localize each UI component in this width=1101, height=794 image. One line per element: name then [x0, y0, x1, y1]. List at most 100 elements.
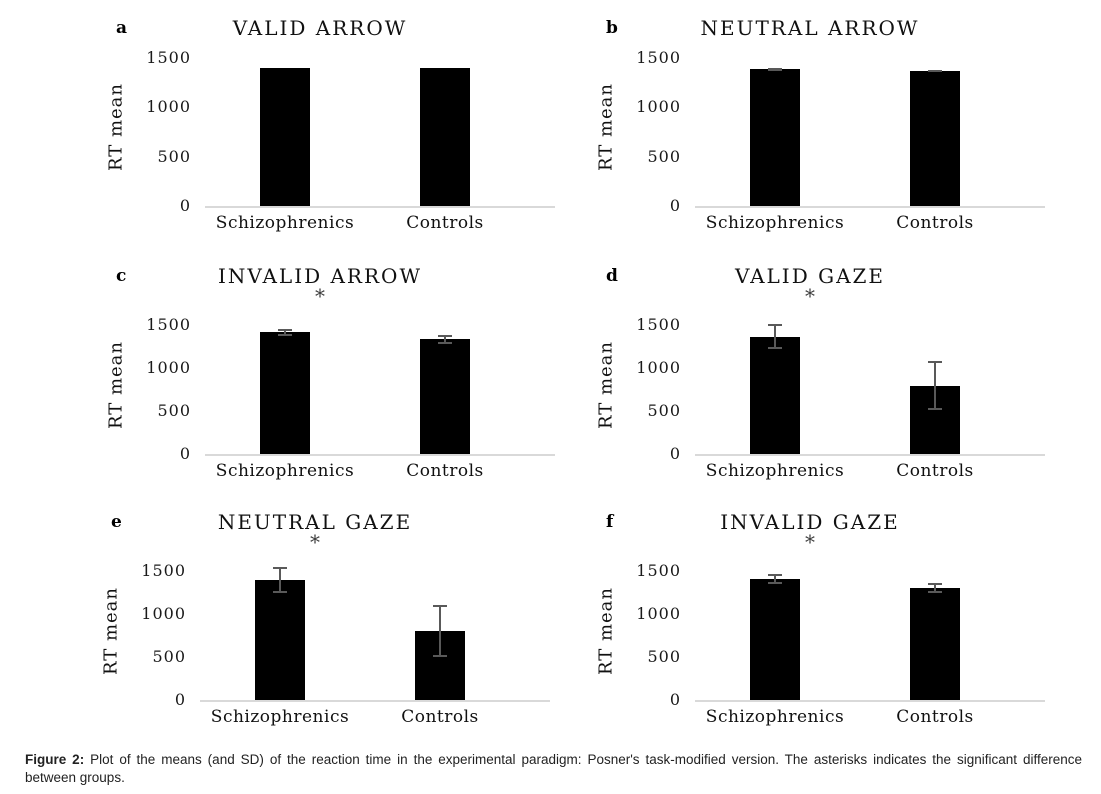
error-bar-line [774, 574, 776, 584]
y-tick-label: 1500 [636, 47, 681, 67]
y-tick-label: 1500 [636, 560, 681, 580]
y-axis-label: RT mean [100, 587, 122, 676]
y-tick-label: 1000 [636, 97, 681, 117]
bar-group: Controls [896, 316, 973, 481]
bar [910, 588, 960, 700]
bar-group: Controls [406, 316, 483, 481]
chart-title: INVALID GAZE [720, 510, 900, 534]
y-tick-label: 0 [669, 690, 681, 709]
chart-panel: e NEUTRAL GAZE * RT mean 0 500 1000 1500 Sch… [95, 506, 565, 746]
chart-title: NEUTRAL GAZE [217, 510, 413, 534]
error-bar [928, 583, 942, 594]
panel-letter: c [116, 266, 127, 286]
bar [420, 339, 470, 454]
x-category-label: Schizophrenics [705, 213, 845, 233]
x-category-label: Schizophrenics [215, 213, 355, 233]
y-tick-label: 1000 [636, 603, 681, 623]
figure-caption: Figure 2: Plot of the means (and SD) of … [25, 751, 1082, 787]
error-bar-line [774, 324, 776, 350]
error-bar-line [934, 361, 936, 411]
chart-panel: f INVALID GAZE * RT mean 0 500 1000 1500 Sch… [590, 506, 1060, 746]
bar-group: Schizophrenics [216, 316, 354, 481]
bar [255, 580, 305, 700]
figure-caption-label: Figure 2: [25, 752, 85, 767]
figure-caption-text: Plot of the means (and SD) of the reacti… [25, 752, 1082, 785]
y-axis-label: RT mean [105, 341, 127, 430]
error-bar-cap [273, 591, 287, 594]
y-tick-label: 0 [179, 196, 191, 215]
y-axis-label: RT mean [105, 83, 127, 172]
y-tick-label: 500 [647, 146, 681, 166]
error-bar [433, 605, 447, 657]
panel-letter: d [606, 266, 618, 286]
y-tick-label: 0 [669, 444, 681, 463]
y-tick-label: 500 [157, 146, 191, 166]
bar-group: Controls [401, 562, 478, 727]
y-tick-label: 500 [647, 400, 681, 420]
bar [420, 67, 470, 206]
plot-area: RT mean 0 500 1000 1500 Schizophrenics Contro… [596, 316, 1045, 481]
bar-group: Schizophrenics [211, 562, 349, 727]
significance-asterisk: * [805, 530, 815, 554]
bar [910, 70, 960, 206]
chart-title: INVALID ARROW [217, 264, 423, 288]
chart-panel: a VALID ARROW RT mean 0 500 1000 1500 Schizo… [100, 12, 570, 252]
y-tick-label: 500 [647, 646, 681, 666]
x-category-label: Schizophrenics [705, 707, 845, 727]
x-category-label: Schizophrenics [705, 461, 845, 481]
y-tick-label: 1500 [141, 560, 186, 580]
error-bar [768, 67, 782, 71]
y-tick-label: 1500 [146, 314, 191, 334]
chart-title: VALID ARROW [232, 16, 408, 40]
x-category-label: Controls [406, 461, 484, 481]
x-category-label: Schizophrenics [210, 707, 350, 727]
error-bar-cap [928, 69, 942, 72]
chart-panel: b NEUTRAL ARROW RT mean 0 500 1000 1500 Schi… [590, 12, 1060, 252]
bar-group: Schizophrenics [706, 316, 844, 481]
error-bar-cap [278, 334, 292, 337]
panel-letter: a [116, 18, 128, 38]
plot-area: RT mean 0 500 1000 1500 Schizophrenics Contro… [596, 48, 1045, 233]
y-tick-label: 0 [669, 196, 681, 215]
chart-panel: c INVALID ARROW * RT mean 0 500 1000 1500 Sc… [100, 260, 570, 500]
significance-asterisk: * [805, 284, 815, 308]
bar-group: Controls [406, 48, 483, 233]
y-tick-label: 0 [174, 690, 186, 709]
bar-group: Schizophrenics [706, 48, 844, 233]
panel-letter: f [606, 512, 614, 532]
error-bar-line [439, 605, 441, 657]
y-tick-label: 1000 [146, 97, 191, 117]
bar [750, 578, 800, 700]
error-bar [278, 328, 292, 337]
x-category-label: Schizophrenics [215, 461, 355, 481]
error-bar-cap [928, 591, 942, 594]
bar [260, 332, 310, 454]
significance-asterisk: * [315, 284, 325, 308]
error-bar [928, 69, 942, 72]
error-bar [768, 324, 782, 350]
significance-asterisk: * [310, 530, 320, 554]
bar-group: Controls [896, 48, 973, 233]
x-category-label: Controls [401, 707, 479, 727]
y-tick-label: 1000 [636, 357, 681, 377]
y-axis-label: RT mean [595, 341, 617, 430]
bar-group: Controls [896, 562, 973, 727]
bar-group: Schizophrenics [706, 562, 844, 727]
x-category-label: Controls [406, 213, 484, 233]
panel-letter: e [111, 512, 122, 532]
y-tick-label: 500 [157, 400, 191, 420]
y-tick-label: 1500 [636, 314, 681, 334]
error-bar-cap [768, 581, 782, 584]
error-bar [438, 334, 452, 345]
y-tick-label: 1000 [146, 357, 191, 377]
error-bar [273, 567, 287, 594]
error-bar-line [934, 583, 936, 594]
y-tick-label: 500 [152, 646, 186, 666]
plot-area: RT mean 0 500 1000 1500 Schizophrenics Contro… [596, 562, 1045, 727]
error-bar-line [444, 334, 446, 345]
plot-area: RT mean 0 500 1000 1500 Schizophrenics Contro… [106, 48, 555, 233]
error-bar-cap [768, 68, 782, 71]
plot-area: RT mean 0 500 1000 1500 Schizophrenics Contro… [101, 562, 550, 727]
y-tick-label: 1000 [141, 603, 186, 623]
